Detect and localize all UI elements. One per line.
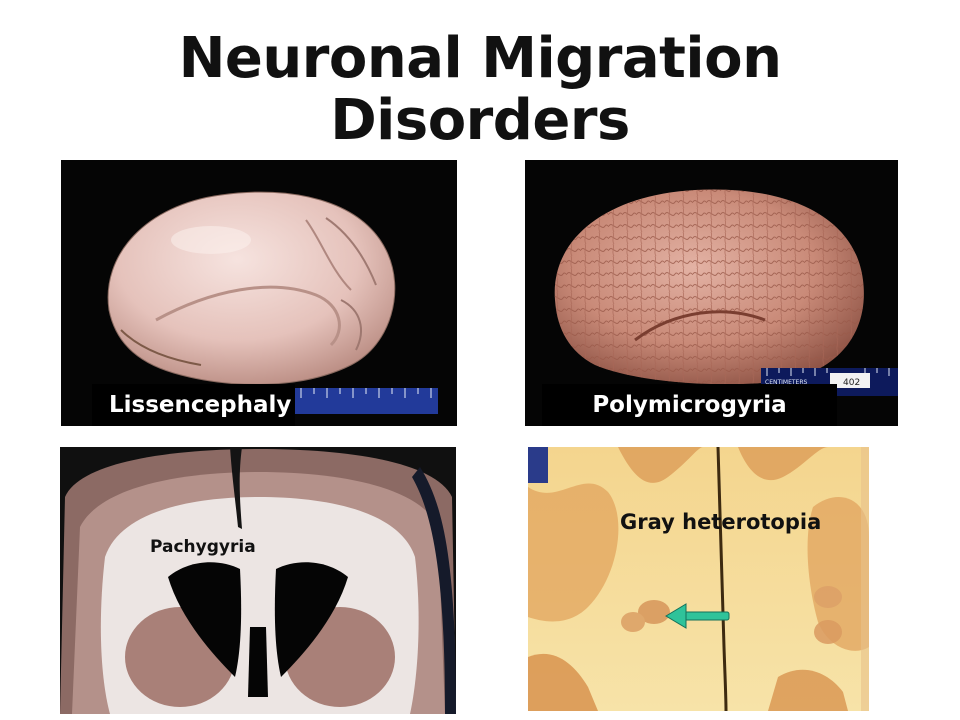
lissencephaly-caption: Lissencephaly <box>92 384 295 426</box>
smooth-brain-illustration <box>61 160 457 426</box>
pachygyria-label: Pachygyria <box>150 537 256 557</box>
heterotopia-photo: Gray heterotopia <box>528 447 869 711</box>
title-line-1: Neuronal Migration <box>178 26 782 91</box>
polymicrogyria-brain-illustration: CENTIMETERS 402 <box>525 160 898 426</box>
lissencephaly-photo: Lissencephaly <box>61 160 457 426</box>
slide-title: Neuronal Migration Disorders <box>0 28 960 152</box>
heterotopia-section-illustration <box>528 447 869 711</box>
pachygyria-section-illustration <box>60 447 456 714</box>
polymicrogyria-caption-text: Polymicrogyria <box>592 392 787 418</box>
heterotopia-label: Gray heterotopia <box>620 510 822 534</box>
specimen-tag: 402 <box>843 378 860 388</box>
polymicrogyria-photo: CENTIMETERS 402 Polymicrogyria <box>525 160 898 426</box>
polymicrogyria-caption: Polymicrogyria <box>542 384 837 426</box>
arrow-left-icon <box>665 603 730 629</box>
lissencephaly-caption-text: Lissencephaly <box>109 392 292 418</box>
pachygyria-photo: Pachygyria <box>60 447 456 714</box>
title-line-2: Disorders <box>330 88 630 153</box>
ruler-label: CENTIMETERS <box>765 379 807 386</box>
